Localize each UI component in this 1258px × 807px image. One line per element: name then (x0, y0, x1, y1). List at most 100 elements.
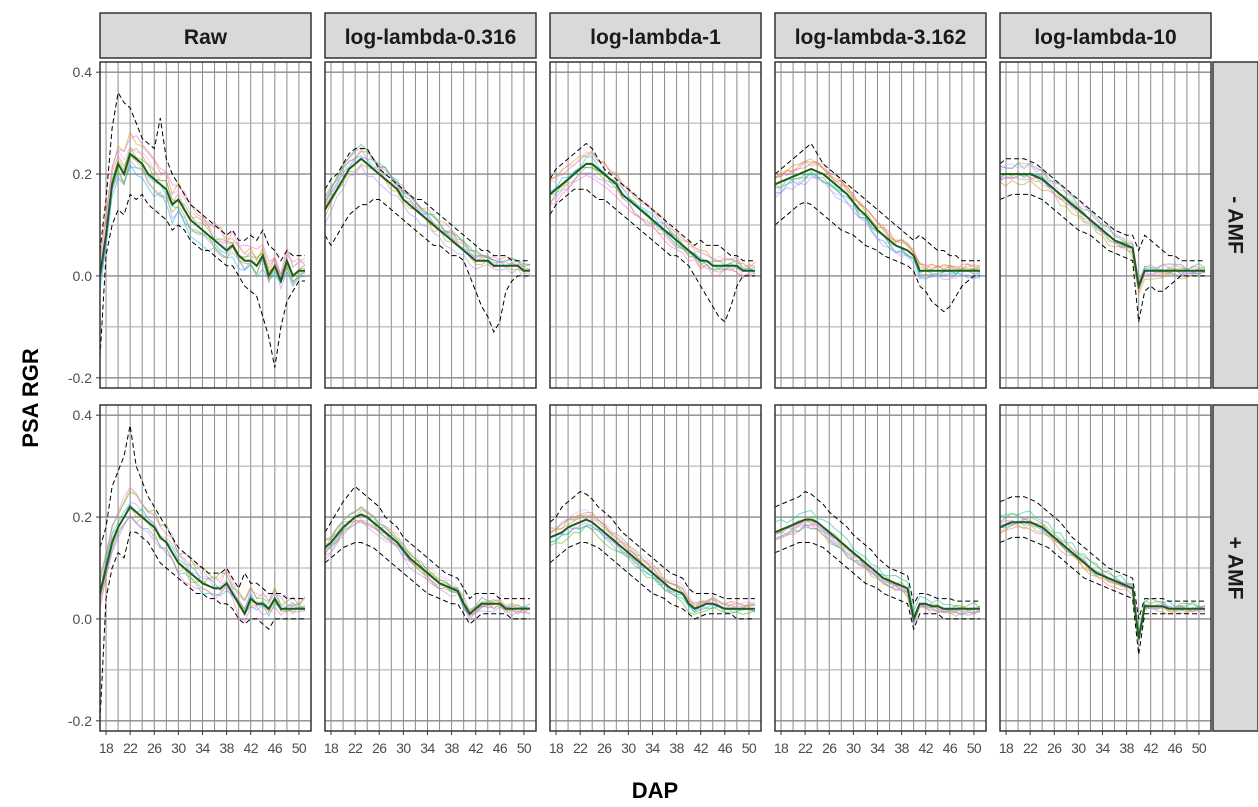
facet-panel (774, 404, 987, 732)
individual-series-line (325, 147, 531, 270)
x-tick-label: 30 (171, 740, 186, 756)
y-tick-label: 0.4 (73, 64, 93, 80)
individual-series-line (775, 177, 981, 281)
individual-series-line (1000, 163, 1206, 283)
x-tick-label: 26 (1047, 740, 1062, 756)
column-strip-bg (99, 12, 312, 59)
individual-series-line (550, 525, 756, 615)
upper-band-line (325, 148, 530, 262)
mean-series-line (1000, 521, 1205, 640)
x-tick-label: 26 (147, 740, 162, 756)
y-tick-label: 0.4 (73, 407, 93, 423)
x-tick-label: 42 (244, 740, 259, 756)
upper-band-line (325, 485, 530, 600)
column-strip: log-lambda-10 (999, 12, 1212, 59)
y-tick-label: 0.0 (73, 611, 93, 627)
lower-band-line (550, 188, 755, 323)
series-group (325, 143, 531, 334)
upper-band-line (1000, 158, 1205, 262)
y-tick-label: 0.2 (73, 166, 93, 182)
x-tick-label: 26 (597, 740, 612, 756)
x-tick-label: 18 (99, 740, 114, 756)
individual-series-line (100, 491, 306, 607)
individual-series-line (100, 130, 306, 277)
individual-series-line (325, 164, 531, 280)
facet-panel (999, 404, 1212, 732)
x-tick-label: 22 (348, 740, 363, 756)
x-tick-label: 22 (573, 740, 588, 756)
individual-series-line (100, 135, 306, 278)
x-tick-label: 46 (493, 740, 508, 756)
lower-band-line (325, 199, 530, 334)
x-tick-label: 18 (774, 740, 789, 756)
panel-border (999, 61, 1212, 389)
lower-band-line (775, 201, 980, 313)
x-tick-label: 46 (943, 740, 958, 756)
individual-series-line (325, 519, 531, 616)
facet-panel (99, 404, 312, 732)
upper-band-line (100, 425, 305, 600)
panel-border (549, 404, 762, 732)
individual-series-line (775, 160, 981, 272)
upper-band-line (550, 491, 755, 600)
individual-series-line (775, 509, 981, 614)
x-tick-label: 38 (444, 740, 459, 756)
panel-border (774, 61, 987, 389)
x-tick-label: 46 (718, 740, 733, 756)
facet-panel (549, 61, 762, 389)
series-group (325, 485, 531, 625)
x-tick-label: 50 (1192, 740, 1207, 756)
x-tick-label: 22 (1023, 740, 1038, 756)
individual-series-line (325, 155, 531, 271)
x-tick-label: 50 (292, 740, 307, 756)
individual-series-line (1000, 510, 1206, 634)
lower-band-line (100, 531, 305, 721)
panel-border (324, 404, 537, 732)
y-tick-label: -0.2 (68, 713, 92, 729)
x-tick-label: 50 (742, 740, 757, 756)
y-axis-title: PSA RGR (18, 348, 43, 448)
individual-series-line (100, 486, 306, 607)
individual-series-line (550, 156, 756, 271)
series-group (775, 142, 981, 313)
mean-series-line (775, 518, 980, 623)
row-strip: + AMF (1212, 404, 1258, 732)
column-strip: log-lambda-0.316 (324, 12, 537, 59)
upper-band-line (775, 491, 980, 606)
facet-panel (324, 404, 537, 732)
facet-panel (774, 61, 987, 389)
individual-series-line (550, 514, 756, 609)
x-tick-label: 50 (967, 740, 982, 756)
panel-border (774, 404, 987, 732)
x-tick-label: 34 (1095, 740, 1110, 756)
facet-panel (549, 404, 762, 732)
row-strip-label: + AMF (1224, 537, 1247, 600)
individual-series-line (1000, 172, 1206, 292)
x-tick-label: 38 (1119, 740, 1134, 756)
individual-series-line (550, 509, 756, 607)
column-strip-bg (774, 12, 987, 59)
individual-series-line (550, 166, 756, 277)
individual-series-line (100, 147, 306, 284)
x-tick-label: 30 (621, 740, 636, 756)
column-strip-label: log-lambda-3.162 (795, 26, 967, 49)
lower-band-line (1000, 536, 1205, 655)
column-strip-label: Raw (184, 26, 228, 49)
panel-border (324, 61, 537, 389)
x-tick-label: 26 (822, 740, 837, 756)
x-tick-label: 34 (195, 740, 210, 756)
row-strip-bg (1212, 404, 1258, 732)
panel-border (999, 404, 1212, 732)
x-tick-label: 34 (420, 740, 435, 756)
mean-series-line (100, 151, 305, 285)
x-tick-label: 46 (1168, 740, 1183, 756)
column-strip-bg (549, 12, 762, 59)
x-tick-label: 30 (846, 740, 861, 756)
x-tick-label: 26 (372, 740, 387, 756)
x-tick-label: 22 (798, 740, 813, 756)
series-group (775, 491, 981, 631)
x-tick-label: 42 (469, 740, 484, 756)
x-axis-title: DAP (632, 778, 678, 803)
series-group (550, 491, 756, 620)
